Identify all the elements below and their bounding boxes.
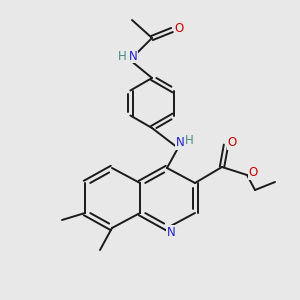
Text: N: N (129, 50, 137, 62)
Text: H: H (118, 50, 126, 62)
Text: N: N (167, 226, 176, 238)
Text: H: H (184, 134, 194, 146)
Text: O: O (174, 22, 184, 34)
Text: O: O (227, 136, 237, 149)
Text: N: N (176, 136, 184, 149)
Text: O: O (248, 167, 258, 179)
